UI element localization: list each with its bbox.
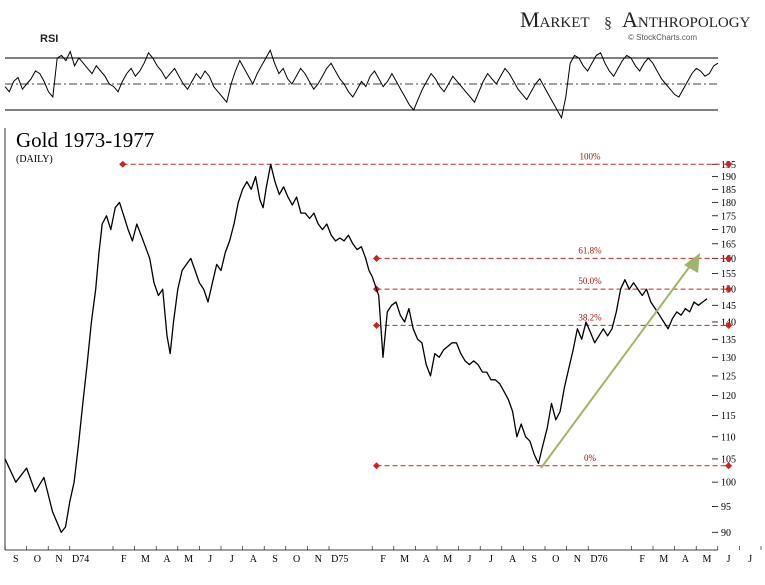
brand-logo-icon: § [604, 15, 612, 32]
fib-end-marker [725, 254, 733, 262]
fib-start-marker [119, 160, 127, 168]
x-tick-label: F [121, 554, 127, 565]
x-tick-label: M [659, 554, 668, 565]
y-tick-label: 185 [721, 185, 736, 196]
y-tick-label: 145 [721, 301, 736, 312]
rsi-panel: RSI [4, 33, 719, 120]
y-tick-label: 130 [721, 353, 736, 364]
fib-start-marker [372, 462, 381, 470]
x-tick-label: J [727, 554, 731, 565]
x-tick-label: A [250, 554, 258, 565]
rsi-series-line [4, 48, 719, 120]
chart-title: Gold 1973-1977 [16, 128, 154, 152]
y-tick-label: 90 [721, 528, 731, 539]
main-panel: 9095100105110115120125130135140145150155… [4, 128, 762, 565]
x-tick-label: S [272, 554, 278, 565]
brand-sub: © StockCharts.com [628, 33, 697, 42]
x-tick-label: A [423, 554, 431, 565]
x-tick-label: J [748, 554, 752, 565]
x-tick-label: F [639, 554, 645, 565]
trend-arrow-line [540, 261, 694, 469]
fibonacci-levels: 100% 61.8% 50.0% 38.2% 0% [119, 151, 733, 470]
brand: Market Anthropology § © StockCharts.com [520, 7, 751, 42]
x-tick-label: D75 [331, 554, 348, 565]
x-tick-label: M [400, 554, 409, 565]
fib-label: 100% [580, 151, 602, 161]
y-tick-label: 175 [721, 211, 736, 222]
price-line [4, 163, 708, 533]
fib-start-marker [372, 254, 381, 262]
x-tick-label: A [509, 554, 517, 565]
x-tick-label: N [574, 554, 581, 565]
x-tick-label: M [184, 554, 193, 565]
x-tick-label: S [531, 554, 537, 565]
trend-arrow [540, 253, 700, 469]
x-tick-label: M [443, 554, 452, 565]
y-tick-label: 170 [721, 225, 736, 236]
fib-label: 0% [584, 453, 597, 463]
brand-name-right: Anthropology [622, 7, 751, 32]
x-tick-label: N [55, 554, 62, 565]
x-tick-label: S [13, 554, 19, 565]
x-tick-label: N [315, 554, 322, 565]
fib-end-marker [725, 285, 733, 293]
y-tick-label: 135 [721, 335, 736, 346]
y-tick-label: 155 [721, 269, 736, 280]
x-tick-label: O [552, 554, 559, 565]
y-tick-label: 105 [721, 454, 736, 465]
fib-label: 50.0% [578, 276, 602, 286]
x-tick-label: F [380, 554, 386, 565]
y-tick-label: 115 [721, 411, 736, 422]
x-tick-label: J [489, 554, 493, 565]
y-tick-label: 100 [721, 478, 736, 489]
x-tick-label: M [141, 554, 150, 565]
x-tick-label: A [682, 554, 690, 565]
x-tick-label: O [34, 554, 41, 565]
fib-end-marker [725, 462, 733, 470]
y-tick-label: 95 [721, 502, 731, 513]
x-tick-label: J [208, 554, 212, 565]
y-tick-label: 165 [721, 239, 736, 250]
chart-subtitle: (DAILY) [16, 154, 53, 165]
x-tick-label: D74 [72, 554, 89, 565]
fib-end-marker [725, 321, 733, 329]
fib-end-marker [725, 160, 733, 168]
y-tick-label: 190 [721, 172, 736, 183]
x-tick-label: J [230, 554, 234, 565]
fib-start-marker [372, 321, 381, 329]
x-tick-label: A [163, 554, 171, 565]
y-tick-label: 110 [721, 432, 736, 443]
y-tick-label: 180 [721, 198, 736, 209]
brand-name-left: Market [520, 7, 590, 32]
x-tick-label: O [293, 554, 300, 565]
y-tick-label: 125 [721, 371, 736, 382]
x-tick-label: M [703, 554, 712, 565]
x-axis: SOND74FMAMJJASOND75FMAMJJASOND76FMAMJJAS… [4, 546, 762, 565]
rsi-label: RSI [40, 33, 58, 45]
x-tick-label: D76 [590, 554, 607, 565]
y-tick-label: 120 [721, 391, 736, 402]
trend-arrow-head [684, 253, 700, 273]
fib-label: 61.8% [578, 245, 602, 255]
fib-label: 38.2% [578, 312, 602, 322]
y-axis: 9095100105110115120125130135140145150155… [712, 160, 736, 539]
x-tick-label: J [467, 554, 471, 565]
